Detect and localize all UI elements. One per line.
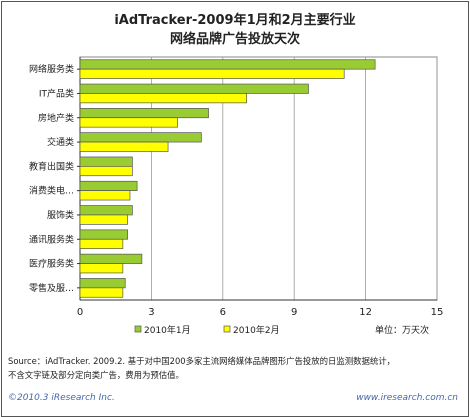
source-note: Source：iAdTracker. 2009.2. 基于对中国200多家主流网…	[8, 354, 464, 382]
x-tick-label: 12	[359, 307, 372, 318]
category-label: 消费类电…	[29, 185, 74, 197]
category-label: 医疗服务类	[29, 258, 74, 270]
chart-title-line1: iAdTracker-2009年1月和2月主要行业	[114, 12, 355, 28]
category-label: 服饰类	[47, 209, 74, 221]
website-link[interactable]: www.iresearch.com.cn	[356, 393, 458, 403]
bar	[79, 68, 345, 79]
bar	[79, 107, 209, 119]
x-tick-label: 6	[220, 307, 226, 318]
unit-label: 单位：万天次	[375, 324, 429, 336]
legend-label: 2010年2月	[233, 324, 280, 336]
chart-title-line2: 网络品牌广告投放天次	[170, 31, 300, 47]
category-label: 交通类	[47, 136, 74, 148]
bar	[79, 59, 376, 70]
category-label: 网络服务类	[29, 63, 74, 75]
category-label: 通讯服务类	[29, 233, 74, 245]
bar	[79, 205, 133, 216]
x-tick-label: 3	[148, 307, 154, 318]
bar	[79, 278, 126, 289]
bar	[79, 117, 178, 128]
source-line-2: 不含文字链及部分定向类广告，费用为预估值。	[8, 370, 184, 380]
legend-swatch	[134, 325, 142, 333]
category-label: 零售及服…	[29, 282, 74, 294]
category-label: IT产品类	[39, 87, 74, 99]
bar	[79, 166, 133, 177]
bar	[79, 190, 131, 201]
x-tick-label: 0	[77, 307, 83, 318]
copyright: ©2010.3 iResearch Inc.	[8, 393, 115, 403]
bar	[79, 253, 143, 264]
x-tick-label: 9	[291, 307, 297, 318]
bar	[79, 263, 124, 274]
category-label: 教育出国类	[29, 160, 74, 172]
source-line-1: Source：iAdTracker. 2009.2. 基于对中国200多家主流网…	[8, 356, 395, 366]
bar	[79, 238, 124, 249]
legend-swatch	[223, 325, 231, 333]
bar	[79, 214, 128, 225]
bar	[79, 93, 247, 104]
bar	[79, 83, 309, 94]
bar	[79, 156, 133, 167]
x-tick-label: 15	[431, 307, 444, 318]
bar-chart: iAdTracker-2009年1月和2月主要行业 网络品牌广告投放天次 0 3 6…	[29, 12, 444, 336]
bar	[79, 141, 169, 152]
legend-label: 2010年1月	[144, 324, 191, 336]
bar	[79, 287, 124, 298]
bar	[79, 132, 202, 143]
bar	[79, 229, 128, 240]
category-label: 房地产类	[38, 112, 74, 124]
bar	[79, 180, 138, 191]
